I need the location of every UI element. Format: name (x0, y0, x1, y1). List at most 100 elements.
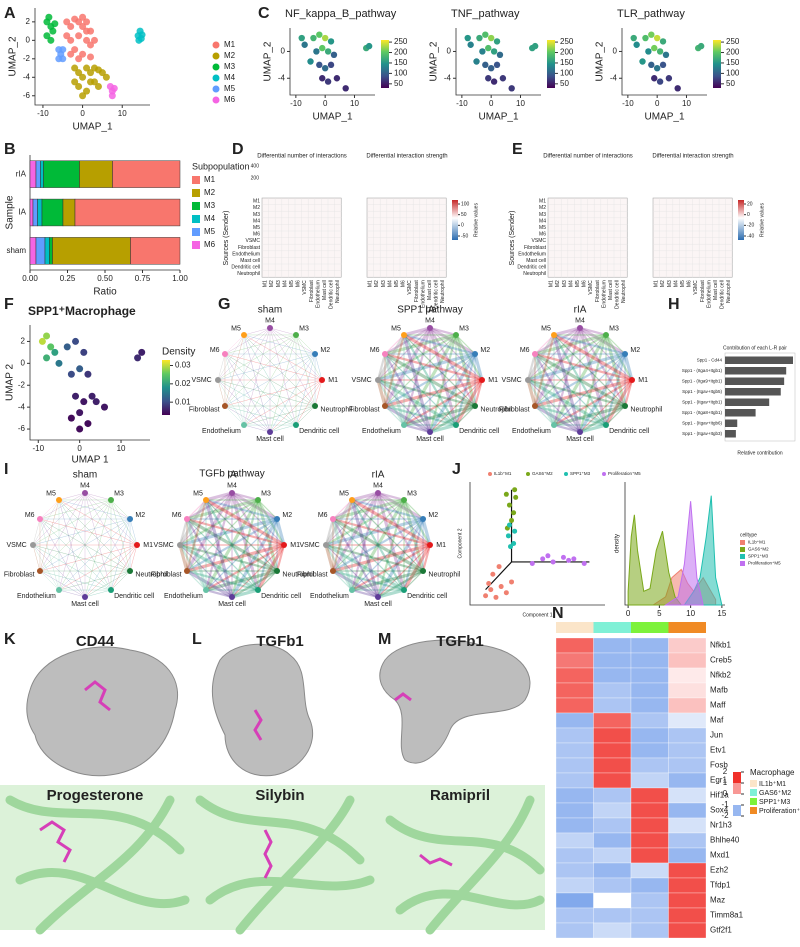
colorbar (162, 360, 170, 415)
legend-swatch (740, 561, 745, 566)
y-axis-label: density (615, 534, 621, 553)
network-edge (351, 498, 431, 547)
network-edge (205, 491, 233, 502)
legend-swatch (192, 241, 200, 249)
point (493, 38, 501, 45)
network-edge (39, 518, 60, 591)
network-edge (605, 334, 633, 381)
point (84, 420, 92, 428)
network-edge (384, 404, 431, 434)
network-edge (314, 379, 323, 407)
network-edge (325, 499, 405, 546)
network-edge (84, 492, 112, 591)
network-edge (178, 518, 189, 546)
network-edge (553, 334, 607, 426)
network-edge (185, 492, 234, 572)
colorbar-title: Density (162, 347, 195, 358)
bar-segment (35, 237, 46, 265)
point (87, 41, 95, 49)
protein-name: TGFb1 (436, 633, 484, 650)
node-label: M1 (290, 542, 300, 549)
heatmap-cell (630, 847, 669, 864)
column-label: M6 (296, 280, 302, 287)
legend-label: Proliferation⁺M5 (748, 561, 781, 566)
legend-label: M3 (224, 62, 236, 71)
network-edge (243, 334, 323, 381)
network-edge (429, 423, 457, 434)
row-label: Egr1 (710, 776, 727, 785)
network-edge (402, 499, 425, 572)
network-edge (186, 498, 259, 521)
network-edge (534, 404, 607, 427)
heatmap-cell (630, 667, 669, 684)
y-tick-label: -2 (23, 54, 31, 63)
network-edge (553, 423, 581, 434)
point (633, 41, 640, 48)
node-label: M1 (143, 542, 153, 549)
network-edge (377, 588, 405, 599)
network-edge (473, 379, 484, 407)
column-label: Neutrophil (726, 280, 732, 303)
network-edge (384, 378, 483, 408)
point (496, 564, 502, 570)
network-node (183, 516, 190, 522)
network-node (622, 403, 629, 409)
colorbar-tick-label: 200 (394, 48, 408, 57)
network-edge (332, 517, 431, 547)
colorbar-tick-label: -50 (461, 233, 468, 239)
node-label: M6 (520, 347, 530, 354)
network-edge (32, 544, 60, 591)
network-node (577, 325, 583, 331)
network-edge (402, 518, 425, 591)
network-edge (179, 543, 278, 573)
network-edge (58, 518, 131, 591)
network-edge (377, 570, 424, 598)
network-edge (32, 544, 41, 572)
point (511, 510, 517, 516)
node-label: Mast cell (566, 436, 594, 443)
legend-swatch (212, 74, 220, 82)
network-edge (403, 570, 424, 591)
network-edge (325, 544, 353, 591)
y-tick-label: 0 (447, 47, 452, 56)
y-tick-label: -2 (18, 380, 26, 389)
network-edge (403, 499, 424, 520)
point (75, 55, 83, 63)
colorbar (738, 200, 744, 240)
network-edge (534, 352, 626, 408)
network-edge (32, 499, 60, 546)
node-label: M3 (459, 326, 469, 333)
point (76, 425, 84, 433)
row-label: Maf (710, 716, 724, 725)
network-node (319, 377, 325, 383)
point (509, 579, 515, 585)
point (550, 559, 556, 565)
network-edge (243, 334, 297, 426)
network-edge (84, 499, 112, 598)
network-edge (243, 327, 271, 426)
x-tick-label: 0 (626, 609, 631, 618)
x-tick-label: 0 (323, 99, 328, 108)
plot-title: Differential interaction strength (366, 154, 447, 160)
point (80, 348, 88, 356)
node-label: M1 (638, 377, 648, 384)
network-edge (205, 498, 285, 547)
point (529, 560, 535, 566)
column-annotation (668, 622, 706, 633)
plot-title: SPP1 pathway (397, 305, 463, 316)
legend-swatch (740, 547, 745, 552)
network-node (82, 490, 88, 496)
network-edge (179, 492, 233, 546)
node-label: Neutrophil (320, 406, 352, 413)
node-label: Dendritic cell (609, 428, 650, 435)
network-edge (217, 379, 316, 407)
colorbar-tick-label: 200 (726, 48, 740, 57)
legend-label: GAS6⁺M2 (748, 547, 769, 552)
point (63, 32, 71, 40)
y-tick-label: -6 (23, 91, 31, 100)
network-node (472, 351, 479, 357)
heatmap-cell (555, 922, 594, 939)
network-edge (32, 492, 86, 546)
x-tick-label: 0.00 (22, 274, 38, 283)
legend-swatch (212, 63, 220, 71)
